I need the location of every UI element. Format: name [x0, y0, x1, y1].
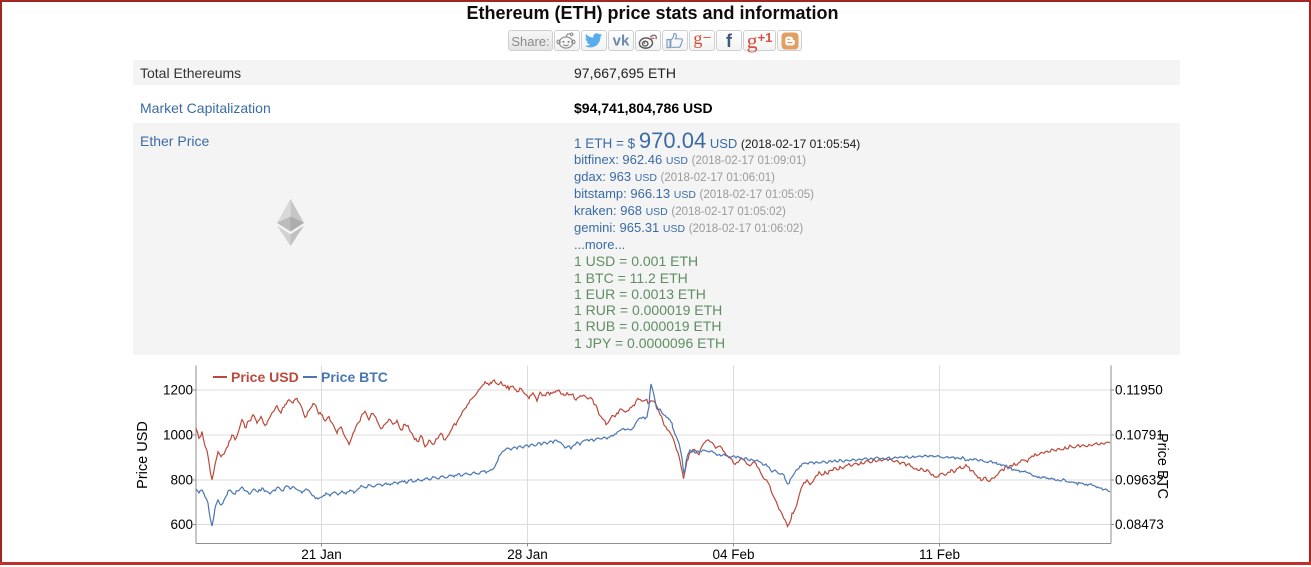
svg-text:600: 600 [170, 517, 193, 532]
svg-text:Price BTC: Price BTC [1154, 433, 1170, 499]
svg-text:21 Jan: 21 Jan [301, 547, 342, 562]
svg-text:11 Feb: 11 Feb [919, 547, 960, 562]
svg-text:vk: vk [613, 34, 630, 47]
svg-text:0.10791: 0.10791 [1115, 428, 1164, 443]
svg-text:0.08473: 0.08473 [1115, 517, 1164, 532]
svg-text:04 Feb: 04 Feb [712, 547, 754, 562]
svg-text:Price USD: Price USD [231, 369, 299, 385]
svg-text:1200: 1200 [163, 383, 193, 398]
svg-text:1000: 1000 [163, 428, 193, 443]
svg-text:800: 800 [170, 472, 193, 487]
svg-text:Price BTC: Price BTC [321, 369, 388, 385]
svg-text:Price USD: Price USD [135, 421, 151, 489]
svg-text:28 Jan: 28 Jan [507, 547, 548, 562]
svg-text:0.11950: 0.11950 [1115, 383, 1163, 398]
svg-text:0.09632: 0.09632 [1115, 472, 1164, 487]
